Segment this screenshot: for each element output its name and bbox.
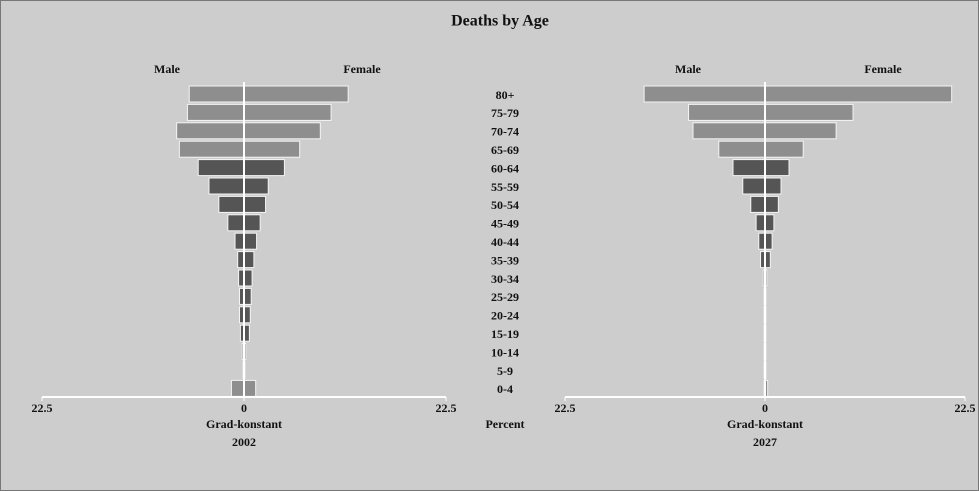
- bar: [688, 103, 766, 121]
- bar: [764, 232, 773, 250]
- bar: [197, 159, 245, 177]
- bar: [764, 103, 854, 121]
- center-label: Percent: [485, 417, 524, 431]
- legend-label: Female: [864, 62, 902, 76]
- x-tick-label: 22.5: [955, 401, 976, 415]
- bar: [764, 85, 953, 103]
- x-tick-label: 0: [762, 401, 768, 415]
- bar: [234, 232, 245, 250]
- age-label: 0-4: [497, 382, 513, 396]
- age-label: 30-34: [491, 272, 519, 286]
- bar: [243, 251, 255, 269]
- age-label: 75-79: [491, 106, 519, 120]
- age-label: 5-9: [497, 364, 513, 378]
- bar: [227, 214, 245, 232]
- bar: [732, 159, 766, 177]
- bar: [764, 159, 790, 177]
- x-axis-label: Grad-konstant: [727, 417, 803, 431]
- bar: [243, 269, 253, 287]
- bar: [243, 232, 258, 250]
- chart-subtitle: 2002: [232, 435, 256, 449]
- x-tick-label: 22.5: [436, 401, 457, 415]
- bar: [243, 159, 285, 177]
- bar: [243, 195, 267, 213]
- bar: [692, 122, 766, 140]
- bar: [718, 140, 766, 158]
- bar: [243, 214, 261, 232]
- x-axis-label: Grad-konstant: [206, 417, 282, 431]
- age-label: 15-19: [491, 327, 519, 341]
- legend-label: Male: [154, 62, 181, 76]
- bar: [643, 85, 766, 103]
- bar: [764, 195, 779, 213]
- bar: [188, 85, 245, 103]
- bar: [243, 103, 332, 121]
- age-label: 55-59: [491, 180, 519, 194]
- age-label: 40-44: [491, 235, 519, 249]
- legend-label: Female: [343, 62, 381, 76]
- bar: [218, 195, 245, 213]
- x-tick-label: 0: [241, 401, 247, 415]
- bar: [208, 177, 245, 195]
- age-label: 60-64: [491, 161, 519, 175]
- legend-label: Male: [675, 62, 702, 76]
- age-label: 25-29: [491, 290, 519, 304]
- bar: [764, 214, 775, 232]
- bar: [243, 177, 269, 195]
- bar: [178, 140, 245, 158]
- bar: [230, 379, 245, 397]
- bar: [243, 287, 252, 305]
- age-label: 80+: [496, 88, 515, 102]
- bar: [243, 379, 257, 397]
- chart-subtitle: 2027: [753, 435, 777, 449]
- bar: [764, 122, 837, 140]
- bar: [243, 122, 321, 140]
- bar: [764, 140, 804, 158]
- bar: [755, 214, 766, 232]
- chart-title: Deaths by Age: [451, 13, 549, 30]
- bar: [243, 85, 349, 103]
- age-label: 45-49: [491, 217, 519, 231]
- age-label: 70-74: [491, 125, 519, 139]
- bar: [243, 140, 301, 158]
- x-tick-label: 22.5: [555, 401, 576, 415]
- age-label: 10-14: [491, 345, 519, 359]
- age-label: 35-39: [491, 253, 519, 267]
- age-label: 20-24: [491, 309, 519, 323]
- bar: [176, 122, 245, 140]
- bar: [764, 177, 782, 195]
- bar: [186, 103, 245, 121]
- bar: [742, 177, 766, 195]
- age-label: 65-69: [491, 143, 519, 157]
- x-tick-label: 22.5: [32, 401, 53, 415]
- age-label: 50-54: [491, 198, 519, 212]
- bar: [750, 195, 766, 213]
